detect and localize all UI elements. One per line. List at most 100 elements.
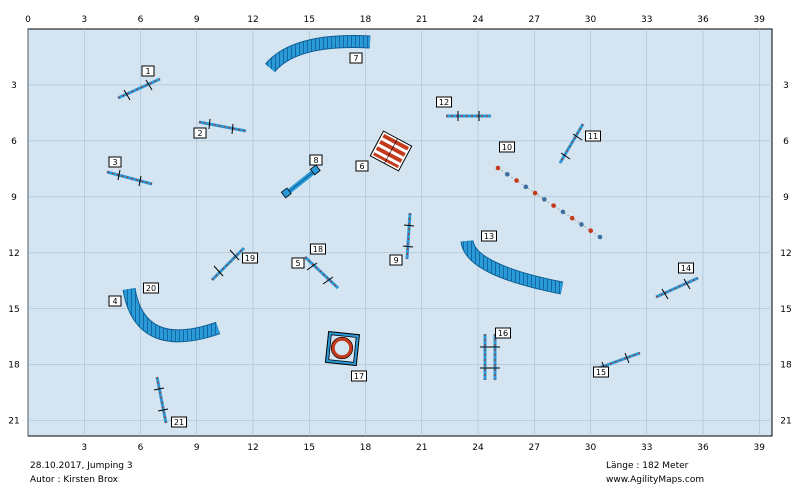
weave-poles-10 <box>495 165 603 240</box>
x-tick-label: 33 <box>641 443 652 453</box>
tire-17 <box>324 330 361 367</box>
x-tick-label: 15 <box>304 443 315 453</box>
wall-6 <box>369 130 413 172</box>
obstacle-number-11: 11 <box>585 130 601 142</box>
obstacle-number-label: 19 <box>245 254 255 263</box>
x-tick-label: 18 <box>360 15 372 25</box>
obstacle-number-4: 4 <box>108 295 122 307</box>
jump-9 <box>402 212 415 260</box>
x-tick-label: 3 <box>81 443 87 453</box>
obstacle-number-label: 20 <box>146 284 156 293</box>
obstacle-number-label: 8 <box>313 156 318 165</box>
x-tick-label: 39 <box>754 443 766 453</box>
weave-pole <box>597 234 603 240</box>
y-tick-label: 21 <box>8 417 19 427</box>
x-tick-label: 0 <box>25 15 31 25</box>
y-tick-label: 9 <box>11 193 17 203</box>
obstacle-number-label: 4 <box>112 297 117 306</box>
course-author: Autor : Kirsten Brox <box>30 475 119 485</box>
x-tick-label: 9 <box>194 443 200 453</box>
weave-pole <box>495 165 501 171</box>
course-length: Länge : 182 Meter <box>606 461 689 471</box>
obstacle-number-label: 2 <box>197 129 202 138</box>
jump-5 <box>303 255 340 290</box>
x-tick-label: 27 <box>529 443 540 453</box>
x-axis-bottom: 3 6 9 12 15 18 21 24 27 30 33 36 39 <box>81 443 765 453</box>
obstacle-number-9: 9 <box>389 254 403 266</box>
x-tick-label: 39 <box>754 15 766 25</box>
x-tick-label: 21 <box>416 15 427 25</box>
x-tick-label: 30 <box>585 443 597 453</box>
x-tick-label: 21 <box>416 443 427 453</box>
y-tick-label: 12 <box>780 249 791 259</box>
weave-pole <box>560 209 566 215</box>
weave-pole <box>569 215 575 221</box>
x-tick-label: 6 <box>138 443 144 453</box>
obstacle-number-label: 11 <box>588 132 598 141</box>
obstacle-number-3: 3 <box>108 156 122 168</box>
x-tick-label: 12 <box>247 15 258 25</box>
obstacle-number-label: 21 <box>174 418 184 427</box>
y-tick-label: 12 <box>8 249 19 259</box>
obstacle-number-19: 19 <box>242 252 258 264</box>
y-tick-label: 6 <box>783 137 789 147</box>
arena-field <box>27 28 773 437</box>
website-link[interactable]: www.AgilityMaps.com <box>606 475 705 485</box>
obstacle-number-18: 18 <box>310 243 326 255</box>
obstacle-number-8: 8 <box>309 154 323 166</box>
tunnel-13 <box>461 239 564 294</box>
x-tick-label: 36 <box>697 15 709 25</box>
obstacle-number-7: 7 <box>349 52 363 64</box>
obstacle-number-1: 1 <box>141 65 155 77</box>
x-tick-label: 24 <box>472 443 484 453</box>
y-tick-label: 3 <box>783 81 789 91</box>
weave-pole <box>551 203 556 208</box>
obstacle-number-label: 3 <box>112 158 117 167</box>
obstacle-number-label: 18 <box>313 245 323 254</box>
tunnel-7 <box>265 36 371 72</box>
y-axis-right: 3 6 9 12 15 18 21 <box>780 81 792 427</box>
y-tick-label: 15 <box>8 305 19 315</box>
jump-11 <box>558 123 585 164</box>
obstacle-number-17: 17 <box>351 370 367 382</box>
weave-pole <box>588 228 594 234</box>
obstacle-number-13: 13 <box>481 230 497 242</box>
obstacle-number-label: 5 <box>295 259 300 268</box>
jump-1 <box>117 77 161 101</box>
x-tick-label: 12 <box>247 443 258 453</box>
weave-pole <box>579 222 584 227</box>
x-tick-label: 9 <box>194 15 200 25</box>
obstacle-number-15: 15 <box>593 366 609 378</box>
x-tick-label: 3 <box>81 15 87 25</box>
long-jump-8 <box>280 164 321 199</box>
obstacle-number-label: 7 <box>353 54 358 63</box>
obstacle-number-6: 6 <box>355 160 369 172</box>
y-tick-label: 21 <box>780 417 791 427</box>
obstacle-number-21: 21 <box>171 416 187 428</box>
obstacle-number-12: 12 <box>436 96 452 108</box>
obstacle-number-20: 20 <box>143 282 159 294</box>
obstacle-number-label: 17 <box>354 372 364 381</box>
x-tick-label: 15 <box>304 15 315 25</box>
y-tick-label: 15 <box>780 305 791 315</box>
y-tick-label: 9 <box>783 193 789 203</box>
x-tick-label: 27 <box>529 15 540 25</box>
jump-3 <box>106 169 153 187</box>
jump-2 <box>198 118 247 135</box>
obstacle-number-16: 16 <box>495 327 511 339</box>
obstacle-number-label: 6 <box>359 162 364 171</box>
obstacle-number-label: 16 <box>498 329 508 338</box>
obstacle-number-label: 10 <box>502 143 512 152</box>
y-tick-label: 18 <box>780 361 792 371</box>
obstacle-number-10: 10 <box>499 141 515 153</box>
obstacle-number-label: 1 <box>145 67 150 76</box>
weave-pole <box>542 197 547 202</box>
obstacle-number-label: 14 <box>681 264 691 273</box>
obstacle-number-label: 12 <box>439 98 449 107</box>
weave-pole <box>532 190 538 196</box>
obstacle-number-label: 15 <box>596 368 606 377</box>
x-tick-label: 24 <box>472 15 484 25</box>
